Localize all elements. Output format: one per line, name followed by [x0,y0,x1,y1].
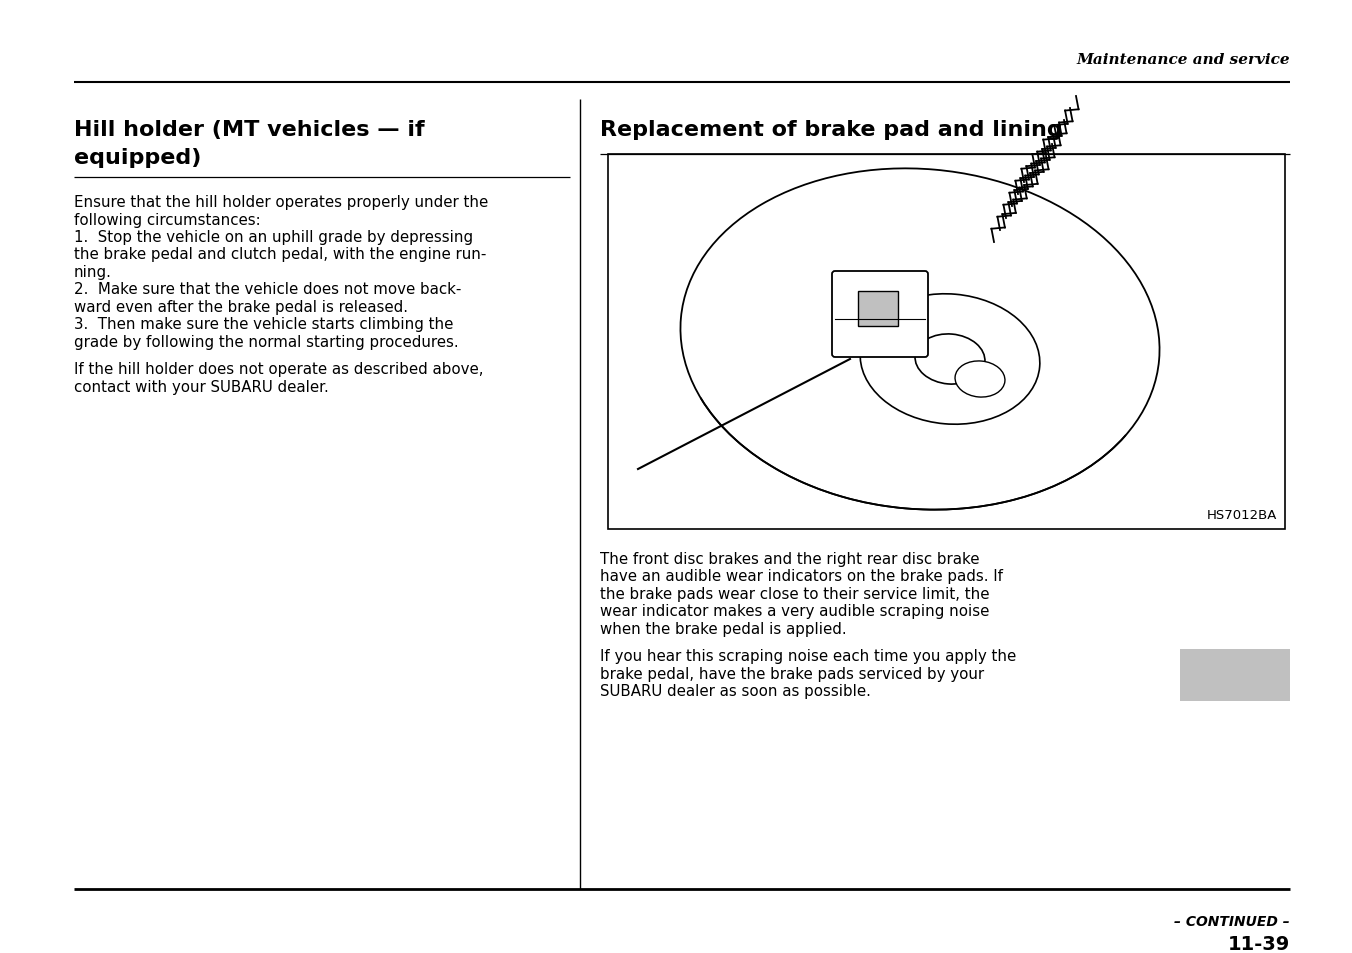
Ellipse shape [955,361,1005,397]
Text: If the hill holder does not operate as described above,: If the hill holder does not operate as d… [74,362,484,377]
Ellipse shape [680,170,1160,510]
Text: SUBARU dealer as soon as possible.: SUBARU dealer as soon as possible. [600,684,871,699]
Text: 11-39: 11-39 [1228,934,1290,953]
Text: contact with your SUBARU dealer.: contact with your SUBARU dealer. [74,379,329,395]
Text: Replacement of brake pad and lining: Replacement of brake pad and lining [600,120,1063,140]
Text: The front disc brakes and the right rear disc brake: The front disc brakes and the right rear… [600,552,979,566]
Text: 3.  Then make sure the vehicle starts climbing the: 3. Then make sure the vehicle starts cli… [74,317,453,333]
Text: brake pedal, have the brake pads serviced by your: brake pedal, have the brake pads service… [600,666,984,681]
Text: If you hear this scraping noise each time you apply the: If you hear this scraping noise each tim… [600,649,1017,664]
Text: equipped): equipped) [74,148,201,168]
Bar [859,292,898,327]
Text: HS7012BA: HS7012BA [1206,509,1278,521]
Text: when the brake pedal is applied.: when the brake pedal is applied. [600,621,846,637]
Bar [1180,649,1290,701]
Text: Hill holder (MT vehicles — if: Hill holder (MT vehicles — if [74,120,425,140]
Text: following circumstances:: following circumstances: [74,213,261,227]
Text: wear indicator makes a very audible scraping noise: wear indicator makes a very audible scra… [600,604,990,618]
Ellipse shape [860,294,1040,425]
Text: the brake pedal and clutch pedal, with the engine run-: the brake pedal and clutch pedal, with t… [74,247,487,262]
Text: the brake pads wear close to their service limit, the: the brake pads wear close to their servi… [600,586,990,601]
Text: – CONTINUED –: – CONTINUED – [1175,914,1290,928]
Text: have an audible wear indicators on the brake pads. If: have an audible wear indicators on the b… [600,569,1003,584]
Text: ward even after the brake pedal is released.: ward even after the brake pedal is relea… [74,299,408,314]
Bar [608,154,1284,530]
Text: Ensure that the hill holder operates properly under the: Ensure that the hill holder operates pro… [74,194,488,210]
Text: ning.: ning. [74,265,112,280]
Text: 2.  Make sure that the vehicle does not move back-: 2. Make sure that the vehicle does not m… [74,282,461,297]
Ellipse shape [915,335,986,385]
FancyBboxPatch shape [831,272,927,357]
Text: grade by following the normal starting procedures.: grade by following the normal starting p… [74,335,458,350]
Text: 1.  Stop the vehicle on an uphill grade by depressing: 1. Stop the vehicle on an uphill grade b… [74,230,473,245]
Text: Maintenance and service: Maintenance and service [1076,53,1290,67]
